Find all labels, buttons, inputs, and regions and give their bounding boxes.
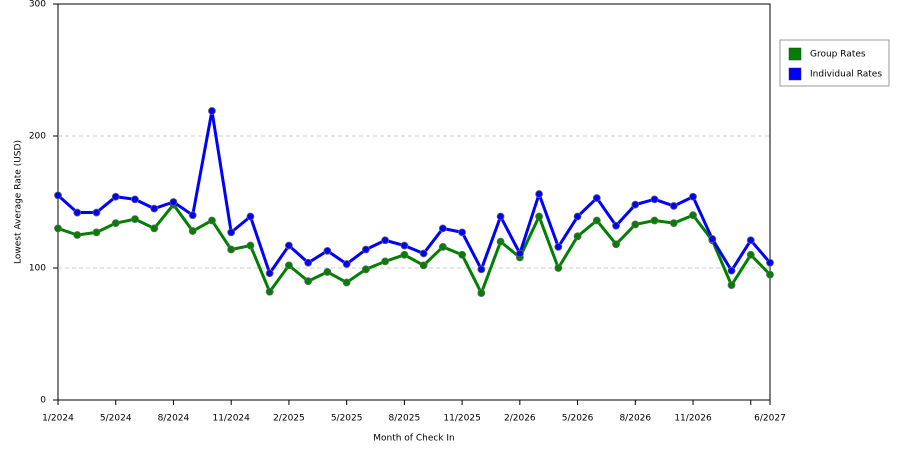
- point: [265, 269, 274, 278]
- point: [708, 235, 717, 243]
- point: [631, 200, 640, 209]
- legend-swatch: [788, 47, 802, 61]
- point: [131, 195, 139, 204]
- point: [208, 216, 216, 225]
- point: [381, 257, 390, 266]
- point: [419, 249, 428, 258]
- x-axis-label: Month of Check In: [373, 434, 455, 444]
- point: [746, 250, 755, 259]
- point: [265, 287, 274, 296]
- point: [188, 227, 197, 235]
- point: [554, 242, 563, 251]
- x-tick-label: 6/2027: [754, 414, 786, 424]
- point: [650, 195, 659, 204]
- point: [361, 245, 370, 254]
- legend-label: Individual Rates: [810, 70, 882, 80]
- point: [361, 265, 370, 274]
- point: [669, 202, 678, 210]
- point: [54, 191, 62, 200]
- point: [73, 231, 82, 239]
- x-tick-label: 11/2024: [212, 414, 250, 424]
- point: [573, 212, 582, 221]
- point: [381, 236, 390, 245]
- x-tick-label: 8/2025: [389, 414, 421, 424]
- point: [419, 261, 428, 270]
- point: [612, 221, 620, 230]
- point: [73, 208, 82, 217]
- point: [131, 215, 139, 224]
- point: [535, 212, 543, 221]
- point: [438, 242, 447, 251]
- point: [188, 211, 197, 220]
- point: [515, 249, 524, 258]
- x-tick-label: 2/2026: [504, 414, 536, 424]
- point: [92, 228, 101, 237]
- x-tick-label: 8/2026: [619, 414, 651, 424]
- y-axis-label: Lowest Average Rate (USD): [14, 140, 24, 264]
- point: [323, 246, 332, 255]
- point: [766, 258, 774, 267]
- point: [650, 216, 659, 225]
- point: [227, 228, 236, 237]
- point: [573, 232, 582, 241]
- point: [323, 268, 332, 276]
- x-tick-label: 1/2024: [42, 414, 74, 424]
- point: [727, 281, 736, 290]
- y-tick-label: 300: [29, 0, 46, 10]
- point: [285, 261, 293, 270]
- point: [227, 245, 236, 254]
- x-tick-label: 5/2024: [100, 414, 132, 424]
- point: [400, 250, 409, 259]
- y-tick-label: 200: [29, 132, 46, 142]
- x-tick-label: 11/2025: [443, 414, 480, 424]
- x-tick-label: 8/2024: [158, 414, 190, 424]
- point: [54, 224, 62, 233]
- point: [111, 219, 120, 228]
- point: [746, 236, 755, 245]
- point: [766, 270, 774, 279]
- legend-swatch: [788, 67, 802, 81]
- point: [400, 241, 409, 250]
- point: [304, 258, 313, 267]
- point: [150, 224, 159, 233]
- point: [496, 212, 505, 221]
- point: [92, 208, 101, 217]
- legend-label: Group Rates: [810, 50, 866, 60]
- point: [438, 224, 447, 233]
- point: [592, 216, 601, 225]
- point: [342, 278, 351, 287]
- point: [342, 260, 351, 268]
- y-tick-label: 0: [40, 396, 46, 406]
- y-tick-label: 100: [29, 264, 46, 274]
- x-tick-label: 2/2025: [273, 414, 305, 424]
- point: [535, 190, 543, 198]
- point: [304, 277, 313, 286]
- point: [285, 241, 293, 250]
- point: [612, 240, 620, 249]
- point: [631, 220, 640, 229]
- x-tick-label: 5/2025: [331, 414, 363, 424]
- point: [496, 237, 505, 246]
- point: [246, 212, 255, 221]
- point: [689, 211, 697, 220]
- point: [669, 219, 678, 228]
- point: [111, 192, 120, 201]
- point: [727, 266, 736, 275]
- point: [458, 228, 467, 237]
- point: [592, 194, 601, 202]
- point: [169, 198, 178, 206]
- point: [150, 204, 159, 213]
- point: [477, 265, 486, 274]
- point: [689, 192, 697, 201]
- point: [246, 241, 255, 250]
- point: [477, 289, 486, 297]
- point: [208, 107, 216, 115]
- x-tick-label: 5/2026: [562, 414, 594, 424]
- point: [458, 250, 467, 259]
- x-tick-label: 11/2026: [674, 414, 712, 424]
- point: [554, 264, 563, 272]
